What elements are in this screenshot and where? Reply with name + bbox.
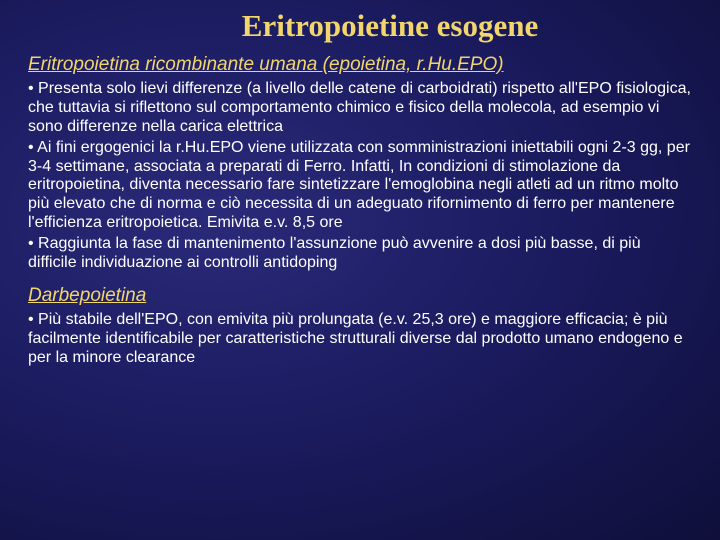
section1-body: • Presenta solo lievi differenze (a live… <box>28 80 692 273</box>
slide-container: Eritropoietine esogene Eritropoietina ri… <box>0 0 720 540</box>
section1-bullet2: • Ai fini ergogenici la r.Hu.EPO viene u… <box>28 139 692 233</box>
slide-title: Eritropoietine esogene <box>88 8 692 44</box>
section1-heading: Eritropoietina ricombinante umana (epoie… <box>28 54 692 76</box>
section1-bullet1: • Presenta solo lievi differenze (a live… <box>28 80 692 137</box>
section2-bullet1: • Più stabile dell'EPO, con emivita più … <box>28 311 692 368</box>
section2-heading: Darbepoietina <box>28 285 692 307</box>
section1-bullet3: • Raggiunta la fase di mantenimento l'as… <box>28 235 692 273</box>
section2-body: • Più stabile dell'EPO, con emivita più … <box>28 311 692 368</box>
